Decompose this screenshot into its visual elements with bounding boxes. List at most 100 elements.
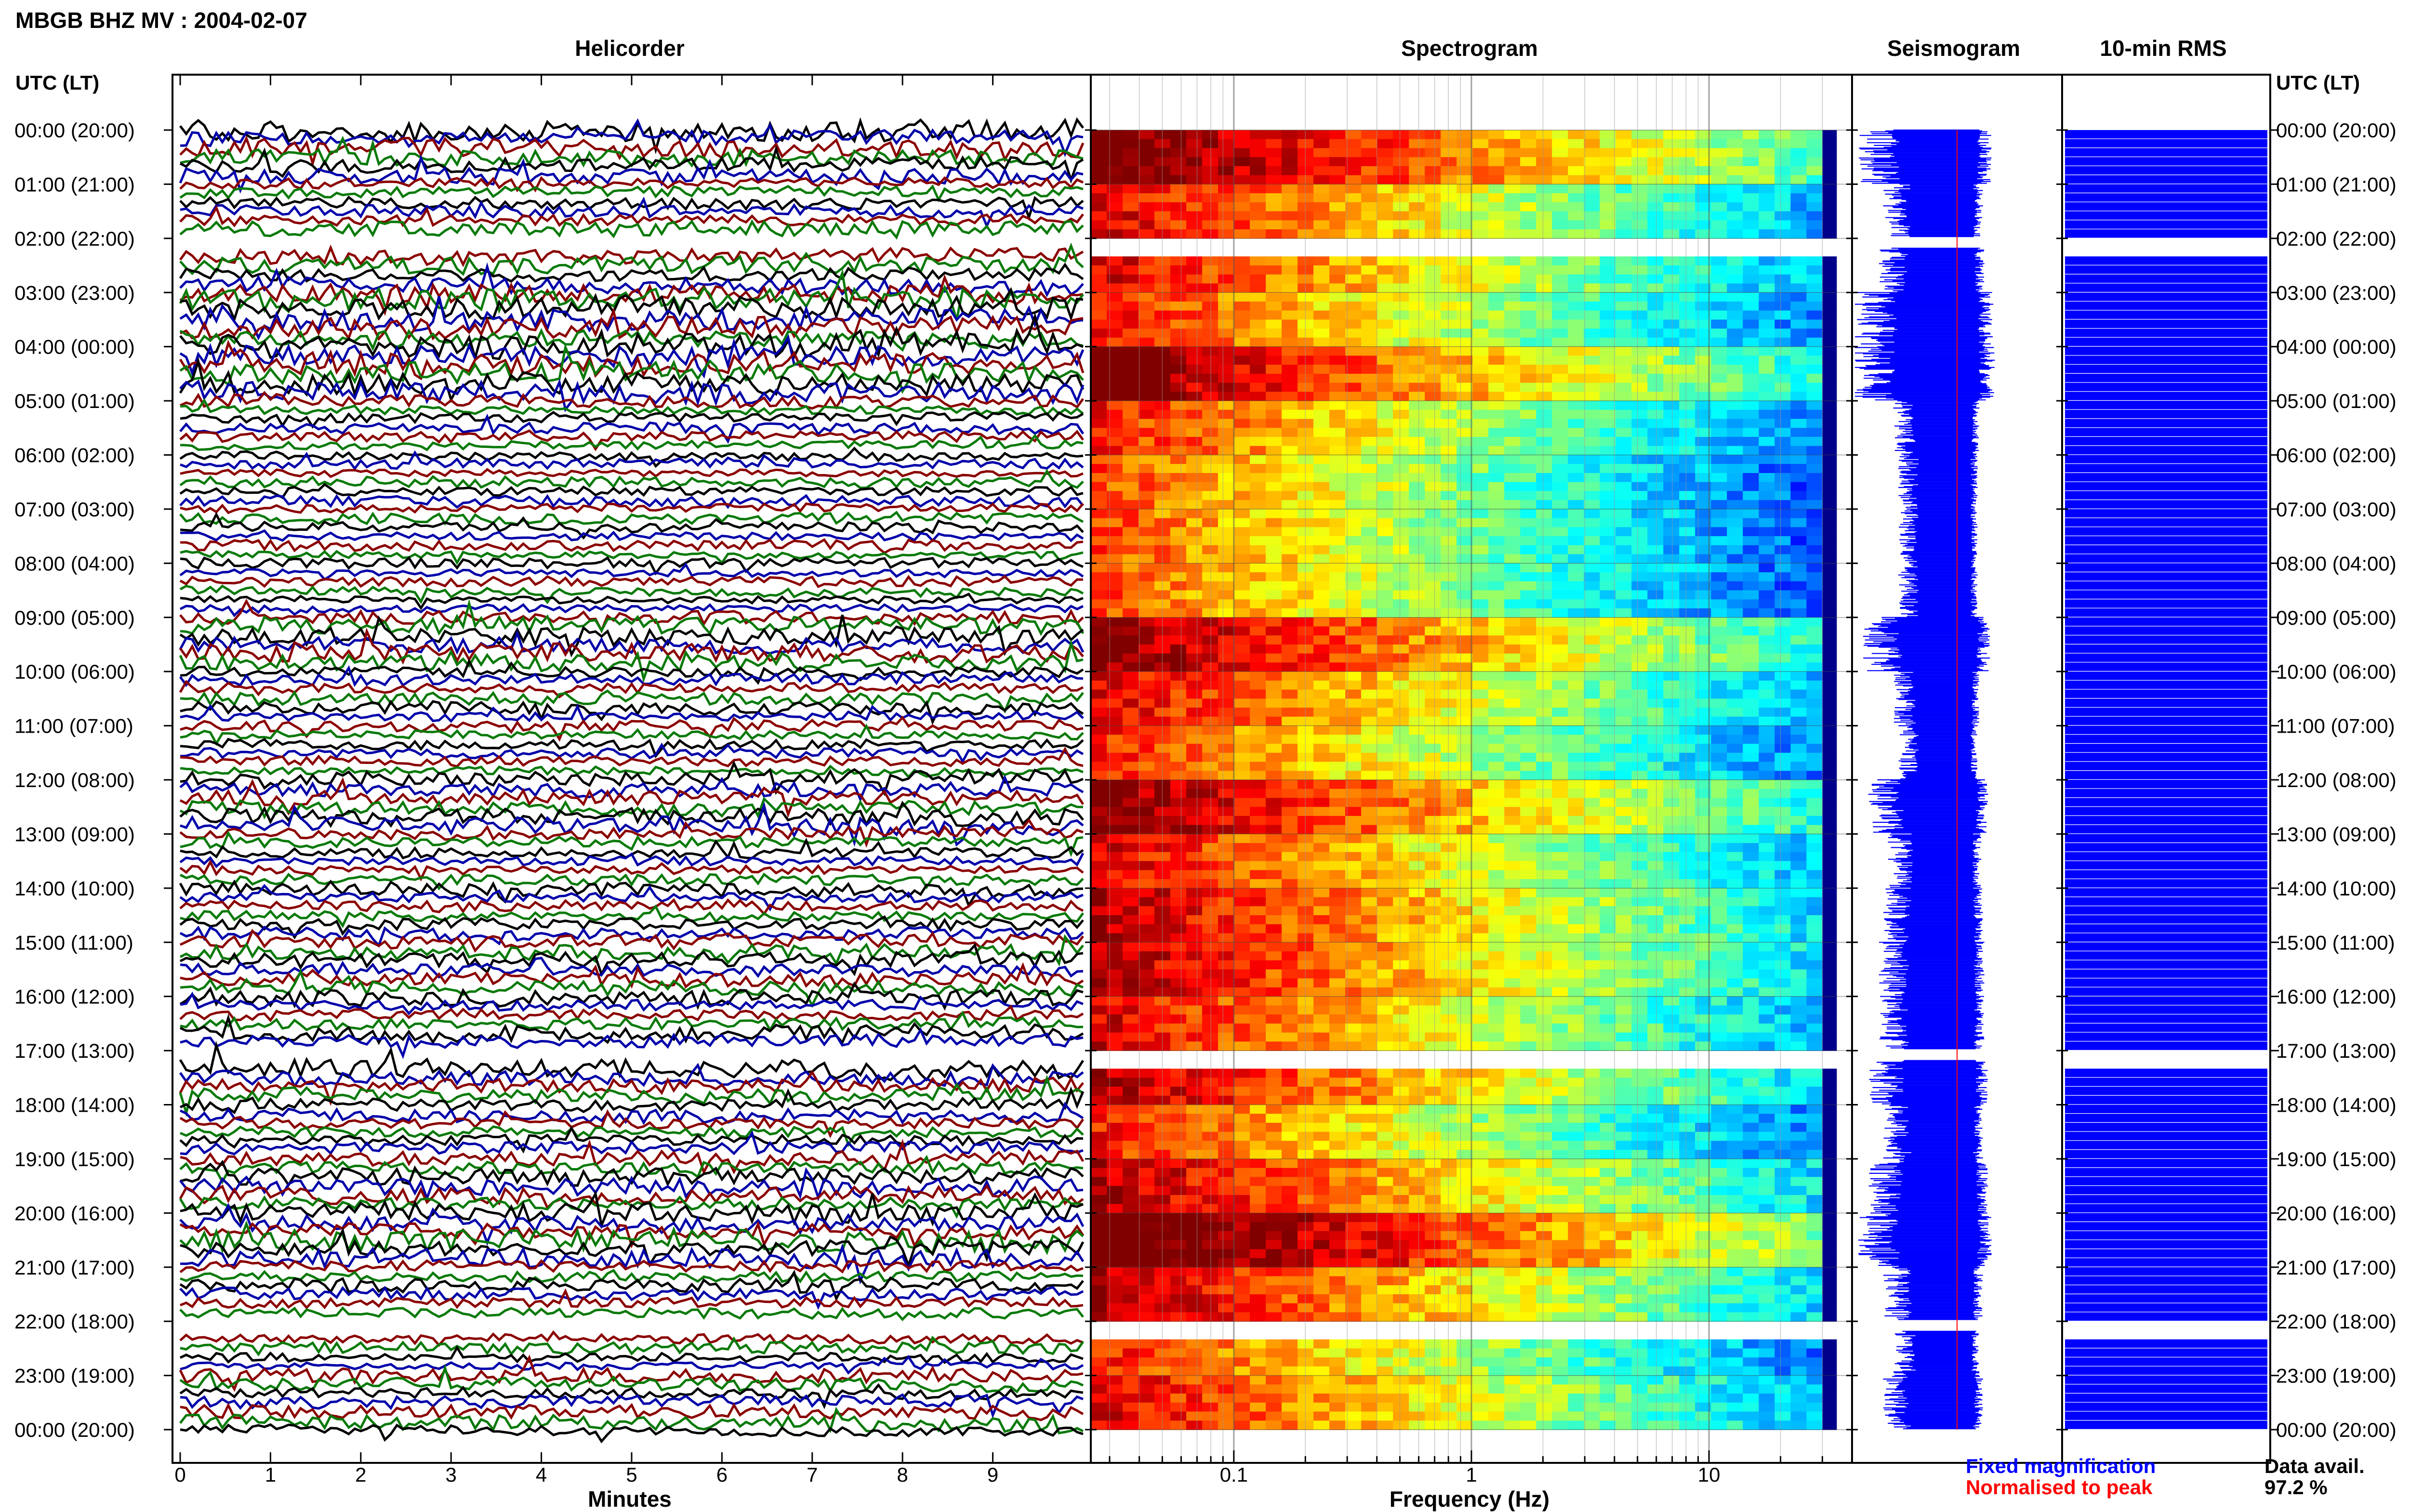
spectrogram-cell [1520,166,1536,176]
spectrogram-cell [1600,879,1616,889]
spectrogram-cell [1329,473,1346,483]
spectrogram-cell [1727,473,1744,483]
spectrogram-cell [1202,527,1218,537]
spectrogram-cell [1266,482,1282,492]
spectrogram-cell [1091,229,1107,239]
spectrogram-cell [1393,708,1409,717]
spectrogram-cell [1107,446,1123,456]
spectrogram-cell [1679,888,1696,898]
spectrogram-cell [1234,373,1250,383]
spectrogram-cell [1504,310,1521,320]
spectrogram-cell [1186,825,1203,835]
spectrogram-cell [1615,599,1632,609]
spectrogram-cell [1536,175,1552,185]
spectrogram-cell [1790,942,1807,952]
spectrogram-cell [1107,843,1123,853]
spectrogram-cell [1568,762,1585,771]
spectrogram-cell [1393,563,1409,573]
spectrogram-cell [1425,382,1441,393]
spectrogram-cell [1743,1041,1760,1051]
spectrogram-cell [1552,635,1568,645]
spectrogram-cell [1170,491,1187,500]
spectrogram-cell [1695,924,1712,934]
spectrogram-cell [1170,229,1187,239]
spectrogram-cell [1647,130,1664,140]
spectrogram-cell [1250,798,1266,807]
spectrogram-cell [1202,265,1218,275]
spectrogram-cell [1361,446,1377,456]
spectrogram-cell [1123,220,1139,230]
spectrogram-cell [1615,211,1632,221]
spectrogram-cell [1504,409,1521,420]
spectrogram-cell [1345,373,1362,383]
spectrogram-cell [1790,599,1807,609]
spectrogram-cell [1091,744,1107,753]
spectrogram-cell [1345,716,1362,726]
spectrogram-cell [1218,815,1234,826]
spectrogram-cell [1711,1005,1728,1015]
spectrogram-cell [1663,509,1680,519]
spectrogram-cell [1218,373,1234,383]
spectrogram-cell [1202,906,1218,916]
spectrogram-cell [1488,563,1505,573]
helicorder-line [179,1407,1084,1434]
spectrogram-cell [1504,346,1521,356]
spectrogram-cell [1647,762,1664,771]
spectrogram-cell [1377,608,1393,618]
spectrogram-cell [1425,825,1441,835]
spectrogram-cell [1345,482,1362,492]
spectrogram-cell [1170,1014,1187,1024]
spectrogram-cell [1107,554,1123,564]
spectrogram-cell [1425,708,1441,717]
spectrogram-cell [1361,500,1377,510]
spectrogram-cell [1679,834,1696,843]
spectrogram-cell [1329,815,1346,826]
spectrogram-cell [1091,735,1107,744]
spectrogram-cell [1536,419,1552,429]
spectrogram-cell [1774,455,1791,464]
spectrogram-cell [1615,843,1632,853]
spectrogram-cell [1568,184,1585,194]
helicorder-line [180,699,1084,725]
spectrogram-cell [1329,798,1346,807]
spectrogram-cell [1456,211,1473,221]
spectrogram-cell [1727,1005,1744,1015]
spectrogram-cell [1615,716,1632,726]
spectrogram-cell [1790,419,1807,429]
spectrogram-cell [1488,283,1505,293]
spectrogram-cell [1091,861,1107,871]
spectrogram-cell [1504,1078,1521,1087]
spectrogram-cell [1107,960,1123,970]
spectrogram-cell [1679,572,1696,582]
spectrogram-cell [1345,725,1362,736]
spectrogram-cell [1361,653,1377,663]
spectrogram-cell [1393,1014,1409,1024]
spectrogram-cell [1520,283,1536,293]
spectrogram-cell [1361,392,1377,401]
spectrogram-cell [1631,373,1648,383]
spectrogram-cell [1806,960,1823,970]
spectrogram-cell [1425,500,1441,510]
spectrogram-cell [1361,744,1377,753]
spectrogram-cell [1456,725,1473,736]
spectrogram-cell [1186,815,1203,826]
spectrogram-cell [1472,572,1489,582]
spectrogram-cell [1711,969,1728,979]
spectrogram-cell [1234,861,1250,871]
spectrogram-cell [1759,401,1775,410]
spectrogram-cell [1727,608,1744,618]
spectrogram-cell [1091,401,1107,410]
spectrogram-cell [1695,626,1712,636]
spectrogram-cell [1568,771,1585,780]
spectrogram-cell [1631,148,1648,158]
spectrogram-cell [1727,671,1744,681]
spectrogram-cell [1472,365,1489,374]
spectrogram-cell [1663,1032,1680,1042]
spectrogram-cell [1345,274,1362,284]
spectrogram-cell [1091,942,1107,952]
spectrogram-cell [1695,698,1712,708]
spectrogram-cell [1504,708,1521,717]
spectrogram-cell [1361,617,1377,627]
spectrogram-cell [1282,635,1298,645]
helicorder-line [180,957,1084,979]
